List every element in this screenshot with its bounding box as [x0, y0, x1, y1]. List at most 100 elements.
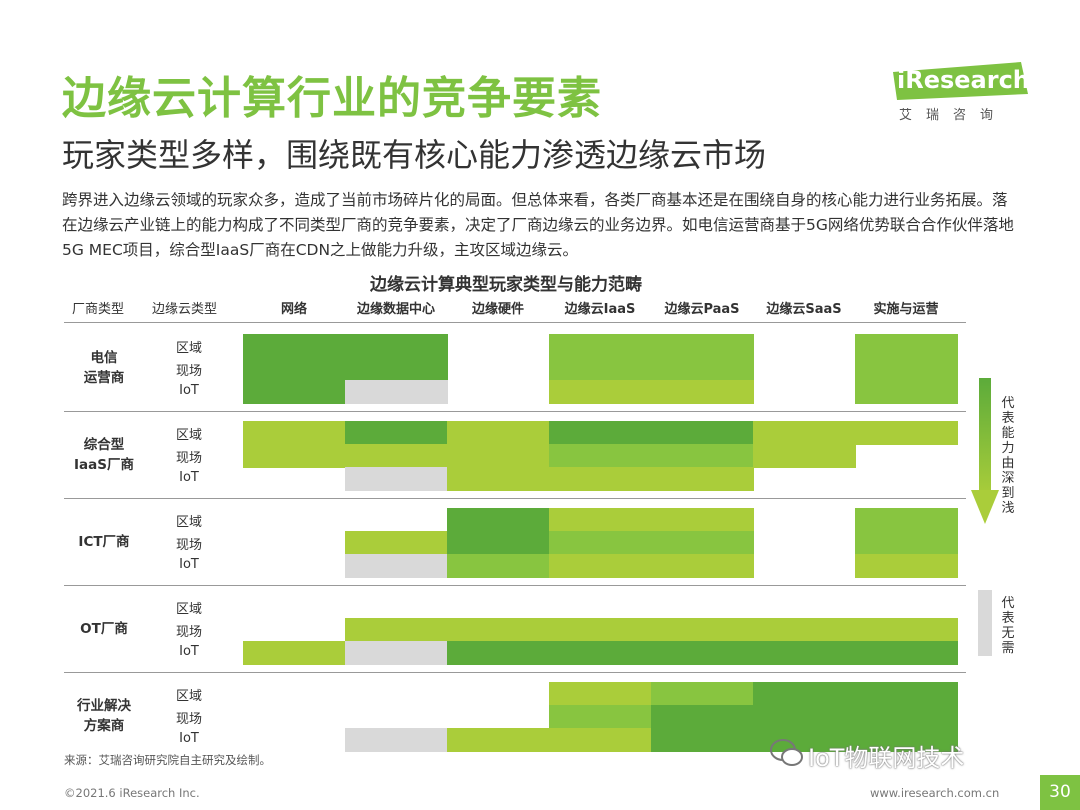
capability-cell: [549, 334, 652, 358]
edge-type-label: IoT: [179, 731, 199, 746]
footer-copyright: ©2021.6 iResearch Inc.: [64, 786, 200, 800]
capability-cell: [345, 618, 448, 642]
capability-cell: [243, 444, 346, 468]
capability-cell: [651, 554, 754, 578]
capability-cell: [753, 618, 856, 642]
footer-website: www.iresearch.com.cn: [870, 786, 1000, 800]
edge-type-label: 区域: [175, 689, 202, 704]
capability-cell: [855, 641, 958, 665]
capability-cell: [345, 380, 448, 404]
page-title: 边缘云计算行业的竞争要素: [62, 73, 602, 124]
page-subtitle: 玩家类型多样，围绕既有核心能力渗透边缘云市场: [62, 136, 767, 174]
capability-cell: [345, 357, 448, 381]
capability-cell: [447, 554, 550, 578]
edge-type-label: IoT: [179, 383, 199, 398]
column-header: 边缘云IaaS: [564, 302, 636, 317]
edge-type-label: 区域: [175, 515, 202, 530]
capability-cell: [243, 380, 346, 404]
capability-cell: [549, 682, 652, 706]
capability-cell: [855, 421, 958, 445]
capability-cell: [753, 682, 856, 706]
capability-cell: [753, 421, 856, 445]
page-number: 30: [1040, 775, 1080, 810]
legend-gray-swatch: [978, 590, 992, 656]
capability-cell: [549, 444, 652, 468]
edge-type-label: IoT: [179, 470, 199, 485]
capability-cell: [345, 444, 448, 468]
capability-cell: [345, 554, 448, 578]
capability-cell: [345, 467, 448, 491]
column-header: 边缘云SaaS: [766, 302, 842, 317]
legend-depth-text: 代表能力由深到浅: [1001, 396, 1015, 516]
edge-type-label: 区域: [175, 341, 202, 356]
column-header: 实施与运营: [873, 302, 939, 317]
capability-cell: [447, 444, 550, 468]
capability-cell: [549, 508, 652, 532]
capability-cell: [855, 618, 958, 642]
vendor-label: 电信 运营商: [83, 350, 125, 386]
edge-type-label: IoT: [179, 644, 199, 659]
capability-cell: [447, 531, 550, 555]
capability-cell: [651, 380, 754, 404]
logo-banner-icon: [893, 62, 1028, 100]
capability-cell: [651, 618, 754, 642]
wechat-icon: [770, 739, 803, 766]
capability-cell: [243, 641, 346, 665]
edge-type-label: 现场: [175, 538, 202, 553]
header-rule: [64, 322, 966, 323]
iresearch-logo: iResearch 艾瑞咨询: [893, 60, 1030, 130]
column-header: 边缘数据中心: [356, 302, 435, 317]
vendor-label: OT厂商: [80, 621, 128, 637]
capability-cell: [855, 682, 958, 706]
capability-cell: [345, 641, 448, 665]
capability-cell: [855, 508, 958, 532]
edge-type-label: 现场: [175, 364, 202, 379]
capability-cell: [549, 728, 652, 752]
source-note: 来源：艾瑞咨询研究院自主研究及绘制。: [64, 753, 271, 767]
capability-cell: [651, 728, 754, 752]
capability-cell: [345, 728, 448, 752]
capability-cell: [549, 531, 652, 555]
edge-type-label: 现场: [175, 451, 202, 466]
vendor-label: ICT厂商: [78, 534, 130, 550]
capability-cell: [855, 357, 958, 381]
vendor-label: 行业解决 方案商: [77, 698, 131, 734]
vendor-label: 综合型 IaaS厂商: [74, 437, 134, 473]
column-header: 网络: [280, 302, 307, 317]
capability-cell: [753, 705, 856, 729]
capability-cell: [243, 357, 346, 381]
capability-cell: [549, 421, 652, 445]
capability-cell: [447, 508, 550, 532]
edge-type-label: 现场: [175, 712, 202, 727]
capability-cell: [855, 531, 958, 555]
capability-cell: [549, 705, 652, 729]
group-divider: [64, 585, 966, 586]
capability-cell: [651, 508, 754, 532]
legend-gray-text: 代表无需: [1001, 596, 1015, 656]
capability-cell: [753, 444, 856, 468]
header-vendor-type: 厂商类型: [72, 302, 125, 317]
capability-cell: [753, 641, 856, 665]
capability-cell: [549, 357, 652, 381]
depth-arrow-icon: [971, 378, 999, 524]
header-edge-type: 边缘云类型: [152, 302, 218, 317]
capability-cell: [855, 728, 958, 752]
capability-cell: [447, 421, 550, 445]
logo-word: iResearch: [897, 66, 1030, 94]
capability-cell: [651, 467, 754, 491]
capability-cell: [651, 641, 754, 665]
capability-cell: [753, 728, 856, 752]
capability-cell: [345, 531, 448, 555]
column-header: 边缘硬件: [471, 302, 524, 317]
capability-cell: [651, 421, 754, 445]
edge-type-label: 现场: [175, 625, 202, 640]
logo-cn: 艾瑞咨询: [899, 108, 1008, 123]
capability-cell: [651, 357, 754, 381]
capability-cell: [549, 467, 652, 491]
capability-cell: [345, 334, 448, 358]
capability-cell: [447, 641, 550, 665]
group-divider: [64, 672, 966, 673]
capability-cell: [549, 554, 652, 578]
capability-cell: [855, 705, 958, 729]
capability-cell: [447, 618, 550, 642]
